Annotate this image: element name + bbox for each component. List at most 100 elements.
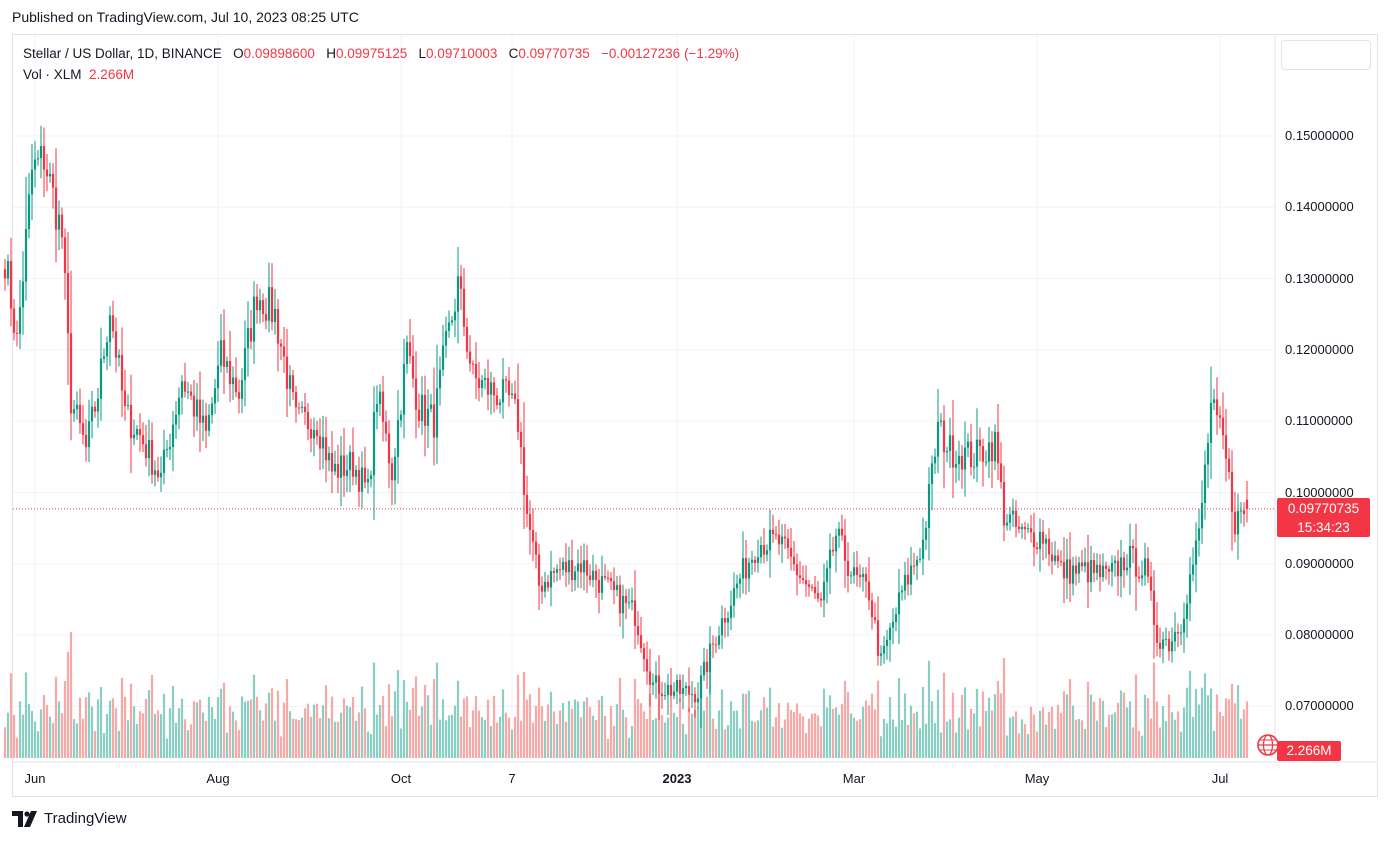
volume-bar (429, 724, 433, 758)
volume-bar (168, 708, 172, 758)
volume-bar (420, 706, 424, 758)
candle (1179, 624, 1183, 646)
candle (657, 655, 661, 720)
volume-bar (825, 707, 829, 758)
candle (390, 457, 394, 506)
volume-bar (234, 720, 238, 758)
candle (207, 404, 211, 437)
ohlc-legend[interactable]: Stellar / US Dollar, 1D, BINANCE O0.0989… (23, 46, 739, 61)
candle (117, 349, 121, 367)
candle (75, 391, 79, 420)
globe-icon[interactable] (1256, 733, 1280, 757)
candle (465, 317, 469, 359)
volume-bar (150, 674, 154, 758)
volume-bar (801, 716, 805, 758)
volume-bar (177, 708, 181, 758)
volume-bar (573, 699, 577, 758)
candle (21, 251, 25, 335)
volume-bar (165, 738, 169, 758)
candle (645, 641, 649, 685)
volume-bar (264, 703, 268, 758)
volume-bar (687, 708, 691, 758)
candle (6, 254, 10, 286)
volume-bar (390, 716, 394, 758)
volume-bar (921, 686, 925, 758)
volume-bar (321, 705, 325, 758)
volume-bar (885, 723, 889, 758)
candle (1158, 627, 1162, 658)
candle (429, 393, 433, 413)
volume-bar (33, 721, 37, 758)
candle (984, 450, 988, 467)
volume-bar (45, 704, 49, 758)
volume-bar (1053, 728, 1057, 758)
candle (705, 649, 709, 689)
volume-bar (276, 690, 280, 758)
candle (870, 592, 874, 630)
candle (99, 327, 103, 421)
price-tick-label: 0.15000000 (1285, 128, 1354, 143)
candle (387, 420, 391, 489)
price-tick-label: 0.13000000 (1285, 270, 1354, 286)
candle (366, 468, 370, 494)
volume-bar (870, 693, 874, 758)
toolbar-placeholder-box[interactable] (1281, 40, 1371, 70)
volume-bar (21, 714, 25, 758)
candle (621, 584, 625, 639)
volume-bar (228, 706, 232, 758)
candle (213, 378, 217, 414)
candle (51, 163, 55, 209)
volume-bar (711, 718, 715, 758)
candle (1239, 501, 1243, 524)
volume-bar (78, 697, 82, 758)
volume-bar (993, 694, 997, 758)
volume-bar (873, 709, 877, 758)
candle (441, 325, 445, 377)
candle (1110, 555, 1114, 587)
candle (1164, 627, 1168, 647)
volume-bar (570, 708, 574, 758)
candle (162, 429, 166, 485)
volume-bar (552, 711, 556, 758)
volume-bar (894, 726, 898, 758)
volume-bar (36, 731, 40, 758)
candle (372, 386, 376, 520)
candle (675, 674, 679, 705)
volume-bar (480, 717, 484, 758)
candle (1188, 556, 1192, 622)
volume-bar (1239, 718, 1243, 758)
candle (459, 264, 463, 310)
candle (1209, 366, 1213, 479)
candle (1104, 561, 1108, 580)
volume-bar (999, 693, 1003, 758)
candle (42, 127, 46, 198)
volume-legend[interactable]: Vol · XLM 2.266M (23, 67, 134, 82)
volume-bar (324, 685, 328, 758)
candle (717, 626, 721, 650)
volume-bar (1041, 707, 1045, 758)
candle (1203, 450, 1207, 520)
footer[interactable]: TradingView (12, 810, 127, 827)
candle (1182, 602, 1186, 653)
volume-bar (1152, 662, 1156, 758)
candle (456, 246, 460, 344)
candle (255, 283, 259, 324)
volume-bar (6, 712, 10, 758)
candle (1221, 392, 1225, 450)
volume-bar (750, 720, 754, 758)
volume-bar (81, 718, 85, 758)
volume-bar (843, 680, 847, 758)
candle (576, 549, 580, 588)
volume-bar (720, 689, 724, 758)
candle (183, 362, 187, 398)
volume-bar (654, 718, 658, 758)
volume-bar (27, 703, 31, 758)
volume-bar (1068, 679, 1072, 758)
volume-bar (858, 719, 862, 758)
candle (915, 555, 919, 580)
volume-bar (465, 696, 469, 758)
candle (534, 531, 538, 569)
symbol-name[interactable]: Stellar / US Dollar, 1D, BINANCE (23, 46, 222, 61)
candle (399, 410, 403, 428)
